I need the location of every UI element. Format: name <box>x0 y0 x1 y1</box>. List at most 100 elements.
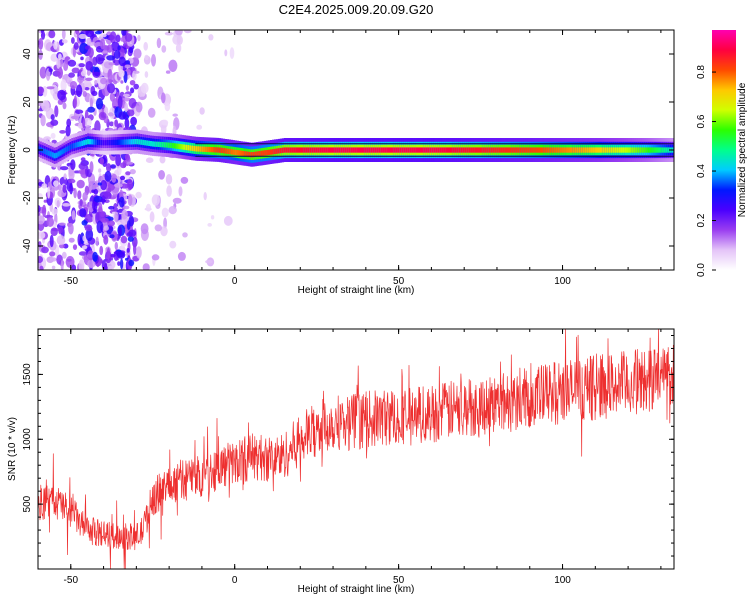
noise-blob <box>145 157 154 163</box>
noise-blob <box>160 226 168 237</box>
ridge-segment <box>319 147 322 153</box>
ridge-segment <box>563 147 566 153</box>
noise-blob <box>223 215 233 226</box>
noise-blob <box>47 186 51 199</box>
noise-blob <box>85 30 95 38</box>
ridge-segment <box>431 147 434 153</box>
noise-blob <box>117 45 121 51</box>
ridge-segment <box>218 147 222 153</box>
ridge-segment <box>574 147 578 153</box>
noise-blob <box>82 235 86 242</box>
ridge-segment <box>98 139 102 146</box>
noise-blob <box>168 59 178 72</box>
snr-y-tick-label: 500 <box>22 495 33 512</box>
ridge-segment <box>608 147 611 153</box>
ridge-segment <box>154 141 157 147</box>
noise-blob <box>54 105 59 118</box>
ridge-segment <box>643 147 647 153</box>
noise-blob <box>83 117 92 127</box>
ridge-segment <box>148 140 151 146</box>
ridge-segment <box>417 147 420 153</box>
ridge-segment <box>250 152 253 158</box>
noise-blob <box>120 80 124 84</box>
colorbar: 0.0 0.2 0.4 0.6 0.8 Normalized spectral ampl… <box>696 30 748 277</box>
ridge-segment <box>317 147 320 153</box>
noise-blob <box>60 79 67 92</box>
colorbar-tick-label: 0.8 <box>696 65 707 79</box>
ridge-segment <box>565 147 568 153</box>
ridge-segment <box>238 150 241 156</box>
noise-blob <box>103 234 109 245</box>
ridge-segment <box>301 147 304 153</box>
ridge-segment <box>571 147 574 153</box>
ridge-segment <box>277 148 281 154</box>
ridge-segment <box>195 146 198 152</box>
noise-blob <box>71 264 77 270</box>
ridge-segment <box>624 147 627 153</box>
snr-panel: -50 0 50 100 500 1000 1500 Height of straight … <box>7 328 675 595</box>
ridge-segment <box>407 147 411 153</box>
ridge-segment <box>338 147 342 153</box>
ridge-segment <box>399 147 403 153</box>
ridge-segment <box>327 147 330 153</box>
ridge-segment <box>307 147 310 153</box>
ridge-segment <box>264 150 267 156</box>
colorbar-tick-label: 0.2 <box>696 213 707 227</box>
ridge-segment <box>447 147 450 153</box>
ridge-segment <box>388 147 391 153</box>
noise-blob <box>164 31 173 36</box>
ridge-segment <box>232 149 235 155</box>
ridge-segment <box>510 147 513 153</box>
noise-blob <box>95 236 99 247</box>
ridge-segment <box>252 152 255 158</box>
spectrogram-y-tick-label: 40 <box>22 48 33 60</box>
noise-blob <box>81 220 88 226</box>
ridge-segment <box>380 147 383 153</box>
ridge-segment <box>83 140 86 146</box>
noise-blob <box>59 130 66 134</box>
noise-blob <box>106 55 115 61</box>
ridge-segment <box>321 147 324 153</box>
noise-blob <box>125 85 129 91</box>
ridge-segment <box>344 147 348 153</box>
noise-blob <box>128 229 137 237</box>
ridge-segment <box>596 147 599 153</box>
noise-blob <box>83 83 93 87</box>
spectrogram-x-tick-label: 0 <box>232 276 238 287</box>
noise-blob <box>130 116 138 126</box>
noise-blob <box>41 246 49 254</box>
noise-blob <box>70 159 76 171</box>
ridge-segment <box>637 147 641 153</box>
ridge-segment <box>104 140 108 146</box>
ridge-segment <box>641 147 645 153</box>
noise-blob <box>135 191 142 199</box>
snr-x-tick-label: 100 <box>554 575 571 586</box>
ridge-segment <box>405 147 409 153</box>
ridge-segment <box>451 147 454 153</box>
noise-blob <box>114 241 119 251</box>
noise-blob <box>109 92 115 102</box>
noise-blob <box>80 56 84 61</box>
noise-blob <box>91 90 98 97</box>
ridge-segment <box>201 146 204 152</box>
noise-blob <box>126 220 131 231</box>
noise-blob <box>80 70 87 77</box>
ridge-segment <box>161 142 165 148</box>
ridge-segment <box>423 147 426 153</box>
ridge-segment <box>205 146 208 152</box>
ridge-segment <box>592 147 595 153</box>
ridge-segment <box>216 147 220 153</box>
ridge-segment <box>297 147 300 153</box>
ridge-segment <box>242 150 245 157</box>
noise-blob <box>82 117 86 128</box>
noise-blob <box>73 42 79 50</box>
ridge-segment <box>535 147 538 153</box>
noise-blob <box>178 186 183 197</box>
ridge-segment <box>303 147 306 153</box>
noise-blob <box>145 203 152 212</box>
snr-y-tick-label: 1500 <box>22 363 33 386</box>
snr-series-line <box>38 329 674 569</box>
ridge-segment <box>214 147 218 153</box>
spectrogram-y-tick-label: 20 <box>22 96 33 108</box>
